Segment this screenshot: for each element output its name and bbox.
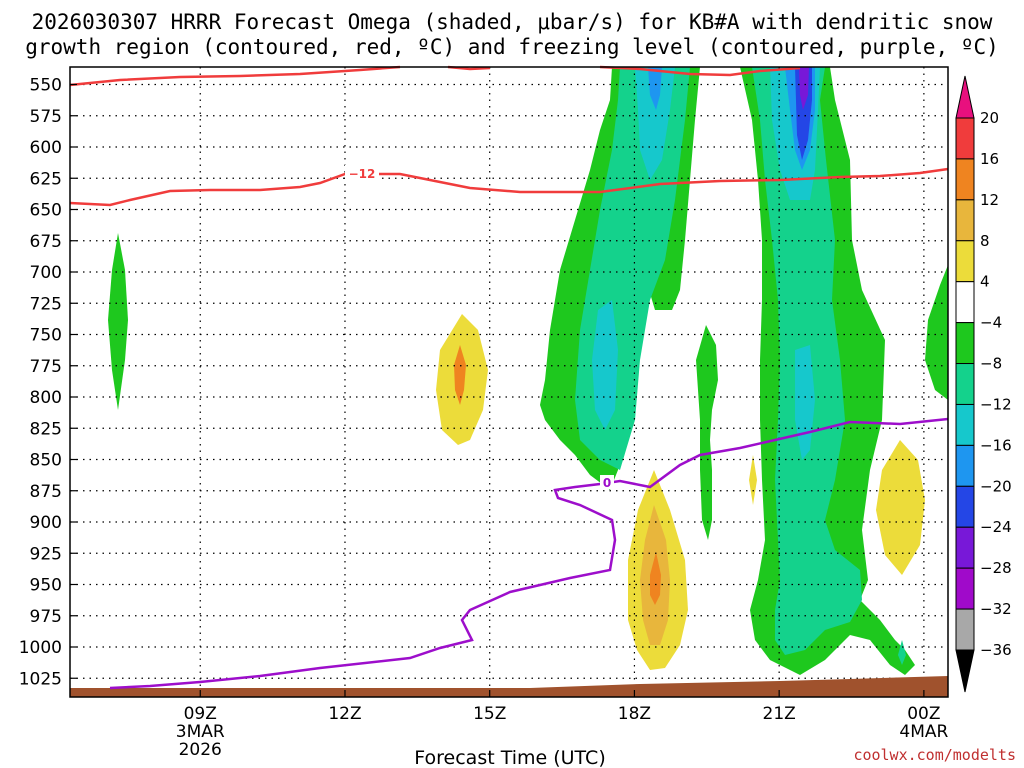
colorbar-swatch <box>955 158 975 201</box>
y-tick-label: 625 <box>30 169 62 189</box>
colorbar-swatch <box>955 281 975 324</box>
omega-region-cyan <box>635 67 675 180</box>
y-tick-label: 675 <box>30 232 62 252</box>
colorbar-swatch <box>955 485 975 528</box>
colorbar-tick-label: −20 <box>980 477 1012 495</box>
colorbar-swatch <box>955 444 975 487</box>
x-tick-date: 3MAR <box>176 722 225 742</box>
y-tick-label: 1000 <box>19 638 62 658</box>
colorbar-tick-label: −28 <box>980 559 1012 577</box>
y-tick-label: 850 <box>30 451 62 471</box>
colorbar: 20 16 12 8 4 −4 −8 −12 −16 −20 −24 −28 −32 −36 <box>955 75 1012 693</box>
y-tick-label: 975 <box>30 607 62 627</box>
chart-title-line-2: growth region (contoured, red, ºC) and f… <box>25 35 999 59</box>
colorbar-tick-label: −12 <box>980 395 1012 413</box>
x-tick-label: 18Z <box>618 704 651 724</box>
x-tick-label: 15Z <box>473 704 506 724</box>
colorbar-swatch <box>955 403 975 446</box>
y-tick-label: 925 <box>30 544 62 564</box>
y-tick-label: 700 <box>30 263 62 283</box>
y-tick-label: 950 <box>30 576 62 596</box>
colorbar-swatch <box>955 526 975 569</box>
credit-text: coolwx.com/modelts <box>853 746 1016 764</box>
freezing-contour-label: 0 <box>603 476 611 490</box>
colorbar-tick-label: −4 <box>980 314 1002 332</box>
omega-region-orange-15z <box>454 345 466 405</box>
dgz-contour-upper <box>69 65 401 87</box>
plot-frame <box>69 66 949 698</box>
freezing-label-bg <box>600 475 614 489</box>
dgz-label-bg <box>345 165 379 182</box>
colorbar-tick-label: −24 <box>980 518 1012 536</box>
omega-region-blue <box>648 67 662 110</box>
y-tick-label: 575 <box>30 107 62 127</box>
colorbar-tick-label: 8 <box>980 232 990 250</box>
omega-region-yellow-0z <box>876 440 925 575</box>
y-tick-label: 750 <box>30 326 62 346</box>
chart-title-line-1: 2026030307 HRRR Forecast Omega (shaded, … <box>32 10 993 34</box>
x-tick-date: 4MAR <box>899 722 948 742</box>
omega-region-teal-small-0z <box>898 640 906 665</box>
y-tick-label: 775 <box>30 357 62 377</box>
colorbar-swatch <box>955 608 975 651</box>
y-axis: 550 575 600 625 650 675 700 725 750 775 800 825 850 8… <box>19 76 77 689</box>
colorbar-swatch <box>955 322 975 365</box>
terrain-ground <box>70 676 948 697</box>
colorbar-swatch <box>955 117 975 160</box>
colorbar-swatch <box>955 567 975 610</box>
colorbar-tick-label: 20 <box>980 109 999 127</box>
x-tick-label: 09Z <box>184 704 217 724</box>
omega-region-cyan-2 <box>592 300 618 430</box>
colorbar-tick-label: −16 <box>980 436 1012 454</box>
x-tick-label: 00Z <box>907 704 940 724</box>
freezing-level-contour <box>109 417 949 690</box>
x-tick-year: 2026 <box>179 740 222 760</box>
omega-shading <box>108 67 948 675</box>
dgz-contour-lower <box>69 167 949 207</box>
y-tick-label: 650 <box>30 201 62 221</box>
colorbar-top-arrow <box>955 75 975 119</box>
x-tick-label: 12Z <box>328 704 361 724</box>
omega-region-orange-19z <box>650 552 661 605</box>
x-axis-label: Forecast Time (UTC) <box>414 747 605 768</box>
y-tick-label: 725 <box>30 294 62 314</box>
omega-region-green-small-2 <box>696 325 718 540</box>
y-tick-label: 875 <box>30 482 62 502</box>
colorbar-tick-label: −8 <box>980 355 1002 373</box>
y-tick-label: 550 <box>30 76 62 96</box>
colorbar-swatch <box>955 240 975 283</box>
colorbar-bottom-arrow <box>955 649 975 693</box>
y-tick-label: 600 <box>30 138 62 158</box>
y-tick-label: 900 <box>30 513 62 533</box>
colorbar-tick-label: −36 <box>980 641 1012 659</box>
colorbar-tick-label: −32 <box>980 600 1012 618</box>
x-tick-label: 21Z <box>763 704 796 724</box>
colorbar-swatch <box>955 199 975 242</box>
y-tick-label: 800 <box>30 388 62 408</box>
y-tick-label: 825 <box>30 419 62 439</box>
omega-region-purple-right <box>799 67 809 110</box>
colorbar-tick-label: 4 <box>980 273 990 291</box>
omega-region-yellow-small <box>749 455 757 505</box>
y-tick-label: 1025 <box>19 669 62 689</box>
colorbar-swatch <box>955 363 975 405</box>
colorbar-tick-label: 16 <box>980 150 999 168</box>
dgz-contour-label: −12 <box>349 167 376 181</box>
colorbar-tick-label: 12 <box>980 191 999 209</box>
